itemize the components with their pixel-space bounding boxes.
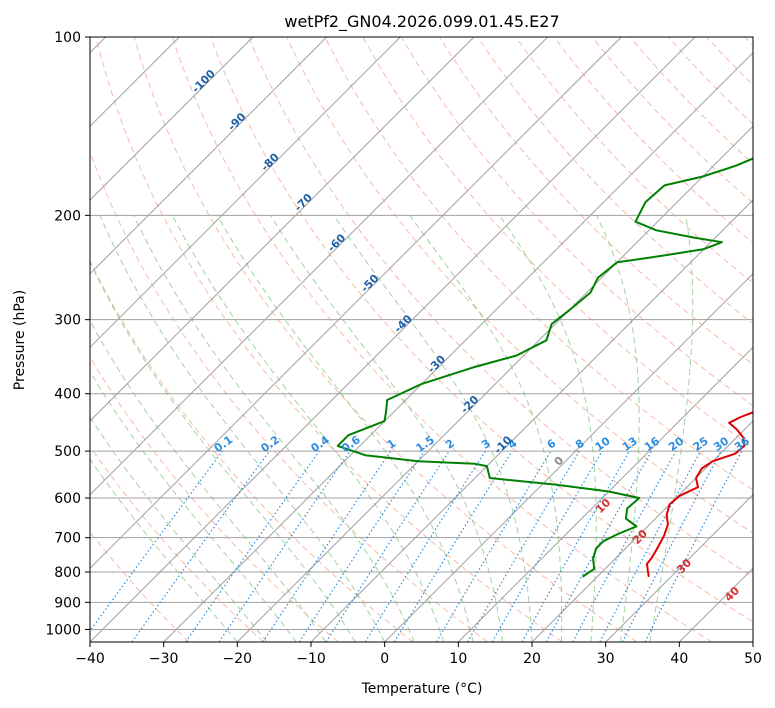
y-tick-label: 800 — [54, 565, 81, 581]
moist-adiabat-line — [409, 215, 563, 642]
mixing-ratio-line — [262, 450, 392, 642]
y-tick-label: 1000 — [45, 622, 81, 638]
isotherm-line — [90, 37, 549, 496]
dry-adiabat-line — [90, 445, 264, 642]
moist-adiabat-line — [649, 215, 694, 642]
x-axis-label: Temperature (°C) — [361, 681, 483, 697]
isotherm-line — [90, 37, 622, 570]
dry-adiabat-line — [324, 37, 753, 491]
mixing-ratio-line — [572, 450, 677, 642]
x-tick-label: 30 — [597, 651, 615, 667]
mixing-ratio-line — [325, 450, 450, 642]
x-tick-label: 40 — [670, 651, 688, 667]
dry-adiabat-line — [438, 37, 753, 366]
x-tick-label: −20 — [223, 651, 253, 667]
moist-adiabat-line — [99, 215, 386, 642]
x-tick-label: 20 — [523, 651, 541, 667]
isotherm-line — [605, 493, 753, 642]
dry-adiabat-line — [629, 37, 753, 165]
y-tick-label: 500 — [54, 444, 81, 460]
isotherm-line — [384, 272, 753, 642]
mixing-ratio-line — [644, 450, 743, 642]
moist-adiabat-line — [270, 215, 503, 642]
isotherm-line — [163, 51, 753, 642]
moist-adiabat-line — [90, 319, 327, 642]
x-tick-label: −30 — [149, 651, 179, 667]
isotherm-line — [90, 37, 254, 201]
dry-adiabat-line — [133, 37, 638, 642]
y-tick-label: 700 — [54, 531, 81, 547]
pressure-gridlines — [90, 37, 753, 630]
dry-adiabat-line — [90, 259, 414, 642]
y-tick-label: 400 — [54, 387, 81, 403]
moist-adiabat-line — [172, 215, 445, 642]
y-axis-ticks: 100 200 300 400 500 600 700 800 900 1000 — [45, 30, 90, 638]
moist-adiabat-line — [90, 416, 268, 642]
x-tick-label: 0 — [380, 651, 389, 667]
mixing-ratio-line — [521, 450, 631, 642]
isotherm-line — [310, 199, 753, 642]
moist-adiabat-line — [333, 215, 533, 642]
profile-traces — [336, 157, 753, 578]
x-tick-label: −40 — [75, 651, 105, 667]
x-tick-label: 10 — [449, 651, 467, 667]
mixing-ratio-line — [393, 450, 513, 642]
isotherm-line — [531, 420, 753, 642]
y-tick-label: 300 — [54, 313, 81, 329]
mixing-ratio-line — [185, 450, 320, 642]
chart-title: wetPf2_GN04.2026.099.01.45.E27 — [284, 12, 559, 32]
isotherm-line — [457, 346, 753, 642]
isotherm-line — [90, 37, 696, 642]
y-tick-label: 900 — [54, 595, 81, 611]
moist-adiabat-line — [596, 215, 640, 642]
temperature-trace — [646, 411, 753, 577]
dry-adiabat-line — [210, 37, 753, 623]
dry-adiabat-line — [248, 37, 753, 578]
x-tick-label: 50 — [744, 651, 762, 667]
dry-adiabat-line — [400, 37, 753, 407]
moist-adiabat-line — [133, 215, 415, 642]
mixing-ratio-line — [131, 450, 270, 642]
dry-adiabat-line — [362, 37, 753, 449]
mixing-ratio-line — [90, 450, 223, 632]
isotherm-line — [90, 37, 328, 275]
isotherm-line — [90, 37, 401, 349]
moist-adiabat-line — [90, 458, 238, 642]
skewed-isotherms — [90, 37, 753, 642]
y-axis-label: Pressure (hPa) — [12, 290, 28, 390]
x-tick-label: −10 — [296, 651, 326, 667]
mixing-ratio-line — [298, 450, 425, 642]
mixing-ratio-line — [218, 450, 351, 642]
y-tick-label: 600 — [54, 491, 81, 507]
moist-adiabat-line — [217, 215, 474, 642]
moist-adiabat-line — [90, 370, 297, 642]
dry-adiabat-line — [553, 37, 753, 244]
plot-frame — [89, 36, 754, 643]
isotherm-line — [236, 125, 753, 642]
moist-adiabat-line — [90, 260, 356, 642]
y-tick-label: 200 — [54, 208, 81, 224]
dewpoint-trace — [336, 157, 753, 578]
y-tick-label: 100 — [54, 30, 81, 46]
dry-adiabat-line — [95, 37, 563, 642]
x-axis-ticks: −40 −30 −20 −10 0 10 20 30 40 50 — [75, 642, 762, 667]
isotherm-line — [90, 37, 475, 422]
